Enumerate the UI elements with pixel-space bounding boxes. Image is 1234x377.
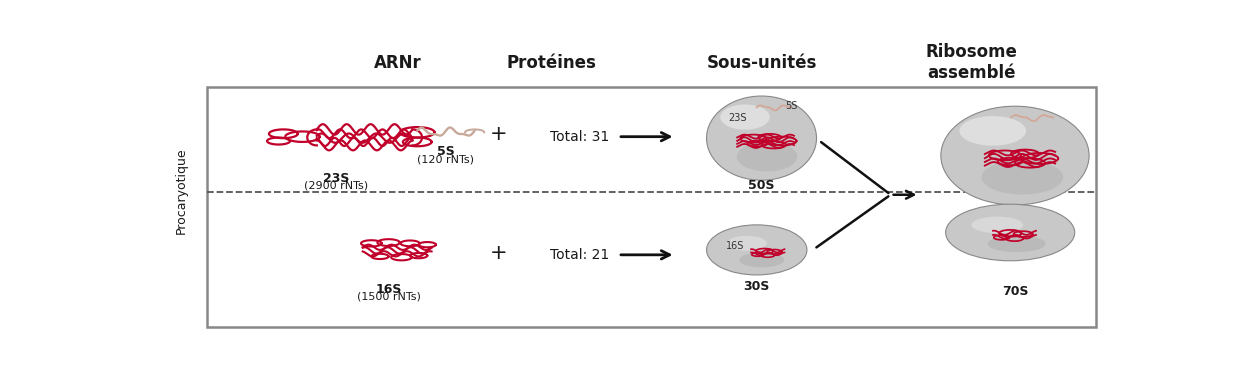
Text: Ribosome
assemblé: Ribosome assemblé [926, 43, 1018, 82]
Text: +: + [490, 243, 507, 263]
Ellipse shape [981, 160, 1064, 195]
Text: (1500 rNTs): (1500 rNTs) [357, 292, 421, 302]
Text: +: + [490, 124, 507, 144]
Text: Total: 31: Total: 31 [550, 130, 610, 144]
FancyBboxPatch shape [207, 87, 1096, 327]
Text: 5S: 5S [786, 101, 798, 111]
Ellipse shape [737, 142, 797, 172]
Text: 30S: 30S [744, 280, 770, 293]
Ellipse shape [945, 204, 1075, 261]
Text: Sous-unités: Sous-unités [706, 54, 817, 72]
Text: 50S: 50S [748, 179, 775, 192]
Text: ARNr: ARNr [374, 54, 422, 72]
Text: Protéines: Protéines [506, 54, 596, 72]
Ellipse shape [971, 217, 1023, 233]
Text: 23S: 23S [323, 172, 349, 184]
Ellipse shape [721, 104, 770, 130]
Ellipse shape [940, 106, 1090, 205]
Ellipse shape [959, 116, 1027, 146]
Text: 70S: 70S [1002, 285, 1028, 298]
Ellipse shape [987, 236, 1045, 252]
Ellipse shape [707, 225, 807, 275]
Ellipse shape [739, 253, 785, 267]
Text: (120 rNTs): (120 rNTs) [417, 154, 474, 164]
Text: 5S: 5S [437, 146, 455, 158]
Text: (2900 rNTs): (2900 rNTs) [304, 180, 368, 190]
Ellipse shape [707, 96, 817, 180]
Text: Procaryotique: Procaryotique [174, 147, 188, 234]
Text: 23S: 23S [728, 113, 747, 123]
Ellipse shape [727, 236, 766, 251]
Text: 16S: 16S [726, 241, 744, 251]
Text: 16S: 16S [375, 283, 402, 296]
Text: Total: 21: Total: 21 [550, 248, 610, 262]
